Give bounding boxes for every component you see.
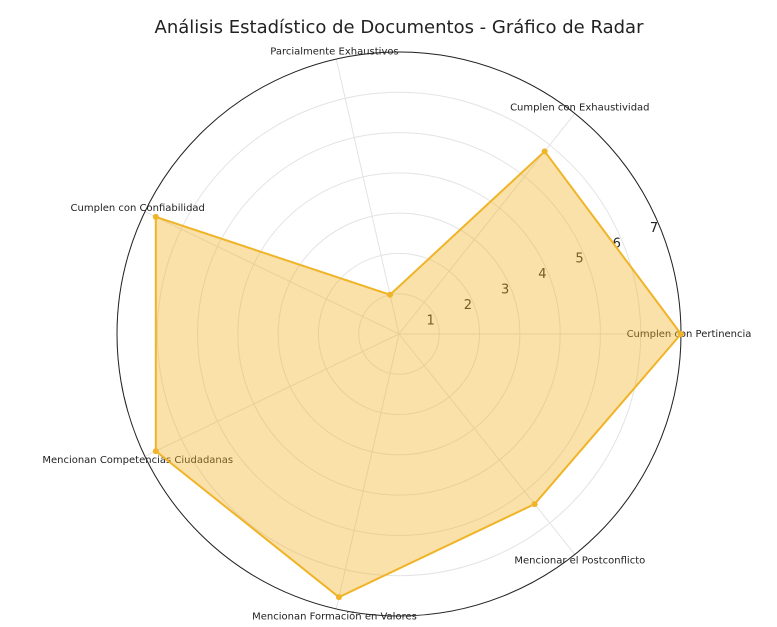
- spoke: [335, 58, 400, 335]
- category-label: Mencionan Competencias Ciudadanas: [42, 455, 233, 466]
- spoke: [335, 333, 400, 610]
- category-label: Cumplen con Pertinencia: [627, 329, 752, 340]
- radar-point: [387, 291, 394, 298]
- radar-point: [335, 594, 342, 601]
- radar-point: [678, 331, 684, 337]
- category-label: Cumplen con Exhaustividad: [510, 102, 649, 113]
- r-tick-label: 5: [575, 252, 583, 267]
- radar-area: [154, 149, 683, 599]
- spoke: [144, 211, 400, 335]
- r-tick-label: 4: [538, 267, 546, 282]
- r-tick-label: 6: [613, 236, 621, 251]
- radar-point: [531, 501, 538, 508]
- r-tick-label: 7: [650, 221, 658, 236]
- radar-point: [152, 448, 159, 455]
- category-label: Mencionan Formación en Valores: [252, 611, 417, 623]
- category-label: Mencionar el Postconflicto: [514, 556, 645, 567]
- r-tick-label: 3: [501, 283, 509, 298]
- r-tick-label: 1: [427, 313, 435, 328]
- spoke: [144, 333, 400, 457]
- spoke: [398, 333, 576, 555]
- category-label: Parcialmente Exhaustivos: [270, 46, 398, 57]
- category-label: Cumplen con Confiabilidad: [71, 203, 205, 214]
- chart-title: Análisis Estadístico de Documentos - Grá…: [155, 17, 645, 38]
- radar-point: [541, 148, 548, 155]
- r-tick-label: 2: [464, 298, 472, 313]
- radar-point: [152, 213, 159, 220]
